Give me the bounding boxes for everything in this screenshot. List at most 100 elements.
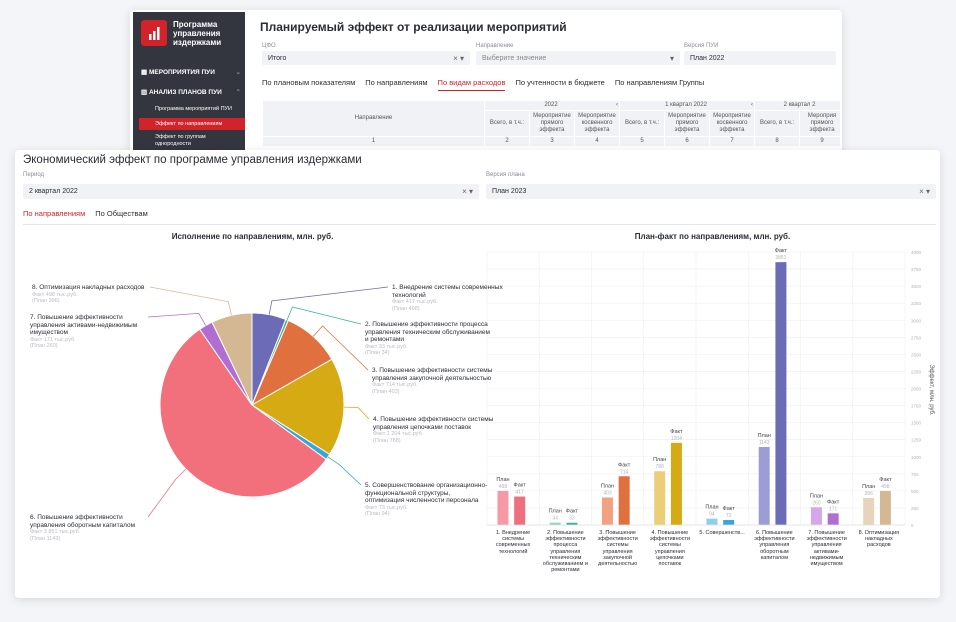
filter-value: План 2023 <box>492 188 527 195</box>
bar-series-label: Факт <box>879 477 892 483</box>
front-title: Экономический эффект по программе управл… <box>23 154 362 166</box>
tab[interactable]: По Обществам <box>95 209 148 218</box>
tab[interactable]: По учтенности в бюджете <box>515 78 605 87</box>
table: Направление 2022 ‹ 1 квартал 2022 ‹ 2 квар… <box>262 100 840 147</box>
table-wrap: Направление 2022 ‹ 1 квартал 2022 ‹ 2 квар… <box>262 100 840 147</box>
column-header: Мероприятие косвенного эффекта <box>573 110 621 137</box>
group-label: 2 квартал 2 <box>783 102 816 108</box>
tab-active[interactable]: По видам расходов <box>437 78 506 91</box>
column-header: Мероприятие косвенного эффекта <box>709 110 756 137</box>
bar-value-label: 403 <box>603 490 612 496</box>
leader-line <box>268 286 389 315</box>
bar-value-label: 94 <box>709 512 715 518</box>
bar-series-label: Факт <box>670 429 683 435</box>
column-header: Мероприятие прямого эффекта <box>529 110 575 137</box>
group-label: 1 квартал 2022 <box>665 102 707 108</box>
tab[interactable]: По направлениям <box>365 78 428 87</box>
bar-value-label: 1204 <box>671 436 682 442</box>
leader-line <box>147 312 207 326</box>
bar <box>706 518 718 525</box>
bar <box>827 513 839 525</box>
filter-value: 2 квартал 2022 <box>29 188 78 195</box>
logo-text: Программа управления издержками <box>173 20 222 47</box>
filter-value: Итого <box>268 54 287 62</box>
bar <box>775 262 787 525</box>
row-header: Направление <box>262 100 485 137</box>
bar <box>514 496 526 525</box>
y-tick-label: 2000 <box>911 387 922 392</box>
filter-box[interactable]: План 2023 × ▾ <box>486 184 936 199</box>
bar <box>601 497 613 525</box>
y-tick-label: 3000 <box>911 318 922 323</box>
bar-series-label: План <box>549 509 562 515</box>
bar-value-label: 714 <box>620 469 629 475</box>
back-title: Планируемый эффект от реализации меропри… <box>260 20 567 34</box>
bar-series-label: Факт <box>775 248 788 254</box>
sidebar: Программа управления издержками ▦ МЕРОПР… <box>133 12 245 158</box>
filter-value: Выберите значение <box>482 54 547 62</box>
bar <box>810 507 822 525</box>
chart-title: План-факт по направлениям, млн. руб. <box>634 232 791 241</box>
bar-series-label: Факт <box>827 499 840 505</box>
filter-value: План 2022 <box>690 54 725 62</box>
y-tick-label: 1750 <box>911 404 922 409</box>
back-tabs: По плановым показателям По направлениям … <box>262 78 704 91</box>
y-tick-label: 3250 <box>911 301 922 306</box>
submenu-item[interactable]: Эффект по группам однородности <box>155 134 206 147</box>
menu-item[interactable]: ▦ МЕРОПРИЯТИЯ ПУИ ⌄ <box>141 69 241 76</box>
bar-value-label: 260 <box>812 500 821 506</box>
y-tick-label: 1000 <box>911 455 922 460</box>
bar <box>758 446 770 525</box>
filter-box[interactable]: План 2022 <box>684 51 836 65</box>
y-tick-label: 1500 <box>911 421 922 426</box>
bar-series-label: План <box>810 493 823 499</box>
bar <box>497 491 509 525</box>
menu-label: АНАЛИЗ ПЛАНОВ ПУИ <box>148 89 222 96</box>
column-header: Всего, в т.ч.: <box>484 110 530 137</box>
filter-label: ЦФО <box>262 43 276 49</box>
leader-line <box>327 456 362 486</box>
y-tick-label: 2250 <box>911 369 922 374</box>
tab[interactable]: По направлениям Группы <box>614 78 705 87</box>
tab[interactable]: По плановым показателям <box>262 78 356 87</box>
column-number: 9 <box>799 136 840 147</box>
bar <box>863 497 875 525</box>
bar-value-label: 498 <box>881 484 890 490</box>
bar-series-label: План <box>496 477 509 483</box>
bar-series-label: Факт <box>618 462 631 468</box>
leader-line <box>149 286 232 316</box>
bar <box>566 522 578 525</box>
y-tick-label: 750 <box>911 472 919 477</box>
submenu-item[interactable]: Программа мероприятий ПУИ <box>155 106 232 112</box>
bar-series-label: План <box>705 505 718 511</box>
bar-series-label: Факт <box>514 483 527 489</box>
y-tick-label: 2500 <box>911 352 922 357</box>
bar-value-label: 33 <box>569 516 575 522</box>
filter-box[interactable]: Итого × ▾ <box>262 51 470 65</box>
bar-series-label: План <box>758 433 771 439</box>
bar <box>654 471 666 525</box>
column-number: 4 <box>573 136 621 147</box>
filter-label: Период <box>23 172 45 178</box>
bar-value-label: 171 <box>829 506 838 512</box>
pie-slice <box>251 358 345 456</box>
bar <box>549 522 561 525</box>
menu-item[interactable]: ▥ АНАЛИЗ ПЛАНОВ ПУИ ⌃ <box>141 89 241 96</box>
column-header: Мероприя прямого эффекта <box>799 110 840 137</box>
filter-box[interactable]: 2 квартал 2022 × ▾ <box>23 184 479 199</box>
y-tick-label: 250 <box>911 506 919 511</box>
submenu-active[interactable]: Эффект по направлениям <box>139 118 245 130</box>
bar-series-label: План <box>601 483 614 489</box>
filter-box[interactable]: Выберите значение ▾ <box>476 51 680 65</box>
back-window: Программа управления издержками ▦ МЕРОПР… <box>130 10 842 158</box>
column-header: Мероприятие прямого эффекта <box>664 110 711 137</box>
submenu-item: Эффект по направлениям <box>155 121 223 127</box>
leader-line <box>286 306 362 325</box>
group-label: 2022 <box>544 102 558 108</box>
filter-label: Версия ПУИ <box>684 43 719 49</box>
filter-label: Направление <box>476 43 514 49</box>
menu-label: МЕРОПРИЯТИЯ ПУИ <box>148 69 215 76</box>
y-tick-label: 3500 <box>911 284 922 289</box>
